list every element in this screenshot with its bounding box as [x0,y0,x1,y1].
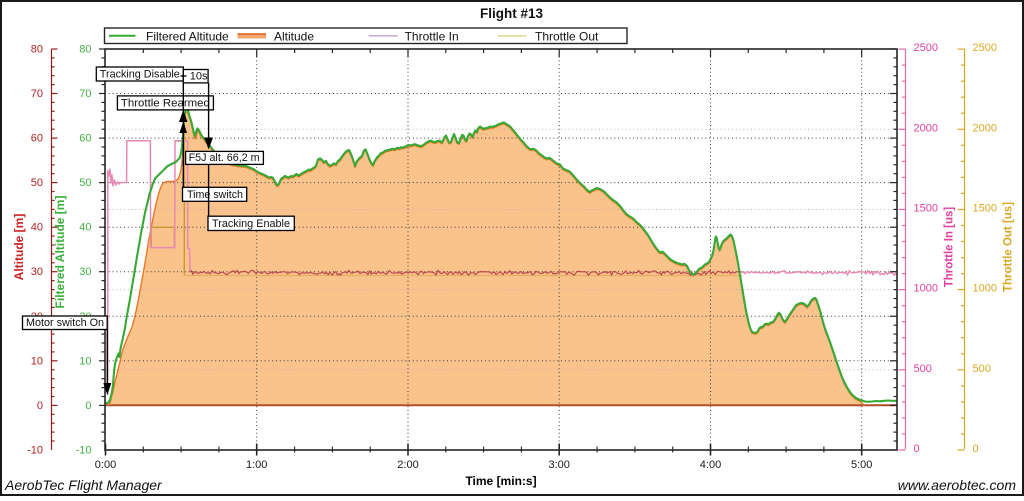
svg-text:Filtered Altitude: Filtered Altitude [146,30,229,44]
svg-text:2500: 2500 [914,42,938,54]
svg-text:1500: 1500 [973,203,997,215]
svg-text:0: 0 [973,443,979,455]
svg-text:50: 50 [31,177,43,189]
svg-text:70: 70 [31,88,43,100]
svg-text:500: 500 [973,363,991,375]
svg-text:500: 500 [914,363,932,375]
svg-text:1000: 1000 [973,283,997,295]
svg-text:40: 40 [79,222,91,234]
svg-text:Time switch: Time switch [187,189,243,201]
svg-text:80: 80 [79,44,91,56]
svg-text:Throttle Out [us]: Throttle Out [us] [1003,202,1015,292]
svg-text:10: 10 [79,355,91,367]
svg-text:0: 0 [37,400,43,412]
svg-text:Altitude: Altitude [274,30,314,44]
svg-text:Tracking Disable: Tracking Disable [100,69,180,81]
svg-text:5:00: 5:00 [851,459,872,471]
svg-text:-10: -10 [27,445,43,457]
svg-text:0:00: 0:00 [95,459,116,471]
svg-text:Tracking Enable: Tracking Enable [212,218,290,230]
svg-text:60: 60 [31,133,43,145]
svg-text:1500: 1500 [914,203,938,215]
svg-text:4:00: 4:00 [700,459,721,471]
svg-text:30: 30 [31,266,43,278]
svg-text:10s: 10s [190,70,208,82]
svg-text:Altitude [m]: Altitude [m] [12,214,26,281]
svg-text:-10: -10 [76,445,92,457]
svg-text:2000: 2000 [973,122,997,134]
svg-text:10: 10 [31,355,43,367]
svg-text:Throttle In: Throttle In [405,30,459,44]
svg-text:2500: 2500 [973,42,997,54]
svg-text:www.aerobtec.com: www.aerobtec.com [898,477,1017,493]
svg-text:80: 80 [31,44,43,56]
svg-text:2:00: 2:00 [397,459,418,471]
svg-text:1000: 1000 [914,283,938,295]
svg-text:30: 30 [79,266,91,278]
svg-text:Throttle Out: Throttle Out [535,30,599,44]
svg-text:Filtered Altitude [m]: Filtered Altitude [m] [53,196,67,309]
svg-text:Flight #13: Flight #13 [480,6,544,21]
svg-text:Throttle Rearmed: Throttle Rearmed [121,97,210,109]
svg-text:Throttle In [us]: Throttle In [us] [944,207,956,288]
svg-text:1:00: 1:00 [246,459,267,471]
svg-text:AerobTec Flight Manager: AerobTec Flight Manager [4,477,163,493]
svg-text:2000: 2000 [914,122,938,134]
svg-text:60: 60 [79,133,91,145]
svg-text:Motor switch On: Motor switch On [26,317,104,329]
svg-text:0: 0 [914,443,920,455]
svg-text:50: 50 [79,177,91,189]
svg-text:40: 40 [31,222,43,234]
svg-text:F5J alt. 66,2 m: F5J alt. 66,2 m [189,152,260,164]
svg-text:3:00: 3:00 [548,459,569,471]
svg-text:70: 70 [79,88,91,100]
svg-text:0: 0 [85,400,91,412]
svg-text:Time [min:s]: Time [min:s] [465,474,536,488]
